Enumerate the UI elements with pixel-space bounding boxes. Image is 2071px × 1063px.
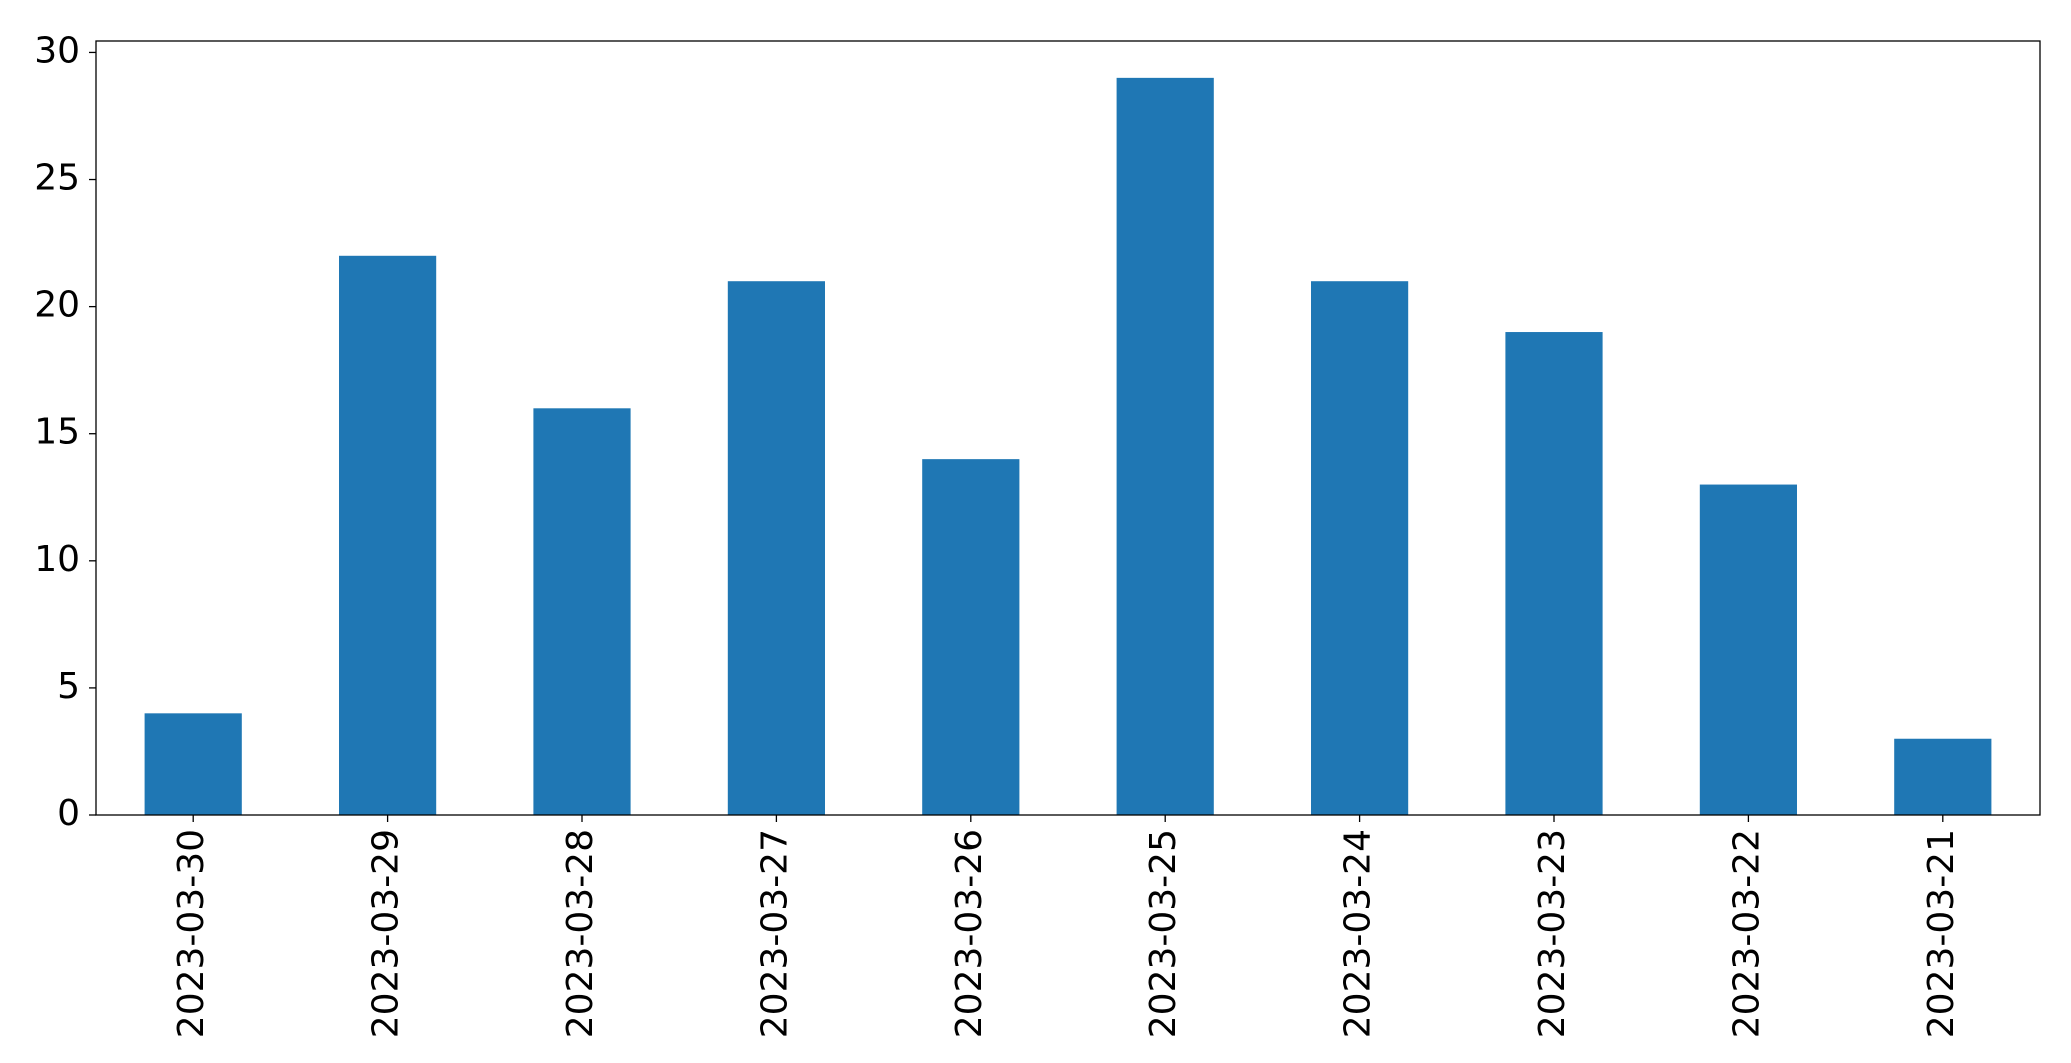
x-tick-label: 2023-03-26 <box>949 829 990 1038</box>
bar <box>1311 281 1409 815</box>
x-tick-label: 2023-03-23 <box>1532 829 1573 1038</box>
y-tick-label: 25 <box>34 158 80 199</box>
y-tick-label: 5 <box>57 666 80 707</box>
x-tick-label: 2023-03-29 <box>366 829 407 1038</box>
y-tick-label: 15 <box>34 412 80 453</box>
x-tick-label: 2023-03-30 <box>171 829 212 1038</box>
x-tick-label: 2023-03-28 <box>560 829 601 1038</box>
bar <box>727 281 825 815</box>
bar <box>339 255 437 815</box>
x-tick-label: 2023-03-21 <box>1921 829 1962 1038</box>
x-tick-label: 2023-03-25 <box>1143 829 1184 1038</box>
bar <box>1505 332 1603 815</box>
x-tick-label: 2023-03-24 <box>1338 829 1379 1038</box>
y-tick-label: 0 <box>57 793 80 834</box>
x-tick-label: 2023-03-27 <box>754 829 795 1038</box>
plot-frame <box>95 40 2041 816</box>
bar <box>1894 738 1992 815</box>
bar <box>144 713 242 815</box>
bar <box>1116 77 1214 816</box>
bar <box>533 408 631 815</box>
bar <box>1699 484 1797 815</box>
y-tick-label: 10 <box>34 539 80 580</box>
x-tick-label: 2023-03-22 <box>1726 829 1767 1038</box>
bar <box>922 459 1020 815</box>
y-tick-label: 20 <box>34 285 80 326</box>
y-tick-label: 30 <box>34 30 80 71</box>
